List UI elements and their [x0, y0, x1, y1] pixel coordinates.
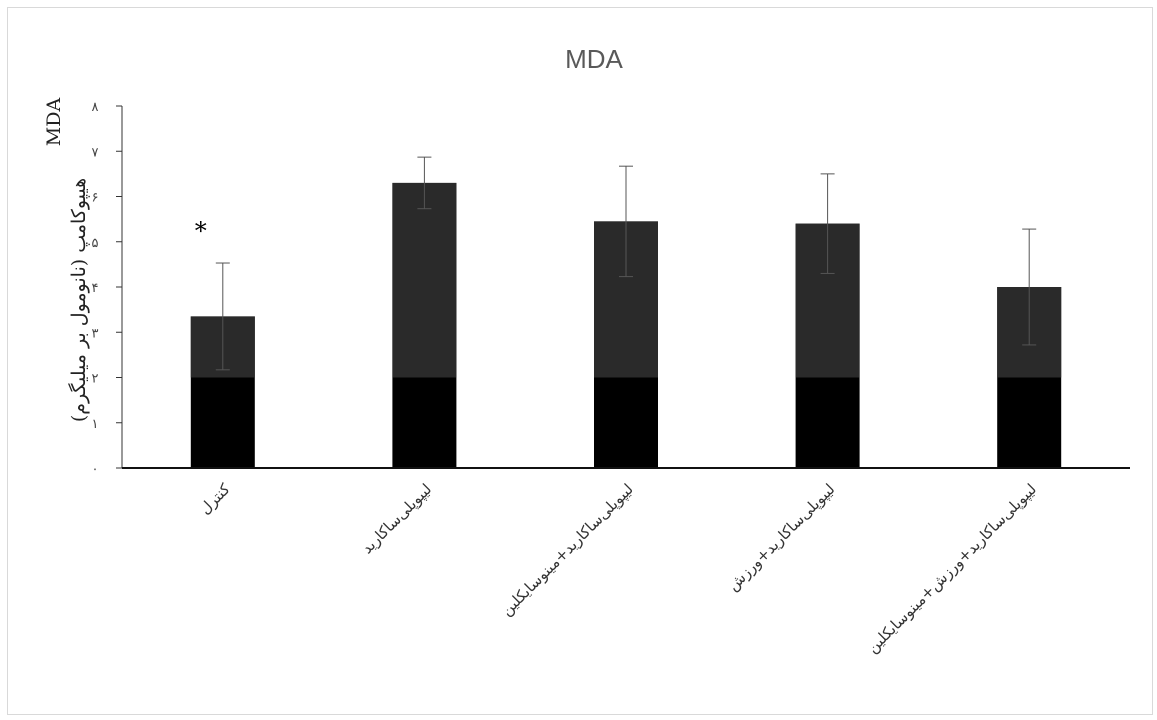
x-tick-label: لیپوپلی‌ساکارید+مینوسایکلین — [497, 480, 637, 620]
y-axis-label-line1: MDA — [43, 98, 65, 147]
y-tick-label: ۱ — [92, 417, 99, 432]
y-axis-label-line2: هیپوکامپ (نانومول بر میلیگرم) — [67, 178, 90, 422]
x-tick-label: لیپوپلی‌ساکارید+ورزش+مینوسایکلین — [863, 480, 1040, 657]
y-tick-label: ۰ — [92, 462, 99, 477]
x-tick-label: لیپوپلی‌ساکارید+ورزش — [724, 480, 839, 595]
chart-title: MDA — [565, 44, 623, 74]
bar-upper-shade — [392, 182, 457, 378]
y-tick-label: ۸ — [92, 100, 99, 115]
y-tick-label: ۵ — [92, 236, 99, 251]
plot-area: ۰ ۱ ۲ ۳ ۴ ۵ ۶ ۷ ۸ کنترل لیپوپلی‌ساکارید لیپوپلی‌ساک… — [92, 100, 1130, 657]
y-tick-label: ۲ — [92, 372, 99, 387]
y-tick-label: ۶ — [92, 191, 99, 206]
significance-marker: * — [195, 217, 207, 245]
x-tick-label: لیپوپلی‌ساکارید — [358, 480, 436, 558]
y-tick-label: ۷ — [92, 145, 99, 160]
y-tick-label: ۳ — [92, 326, 99, 341]
x-tick-label: کنترل — [196, 479, 234, 517]
y-tick-label: ۴ — [92, 281, 99, 296]
y-axis-label: MDA هیپوکامپ (نانومول بر میلیگرم) — [43, 98, 90, 423]
chart-frame — [7, 7, 1153, 715]
